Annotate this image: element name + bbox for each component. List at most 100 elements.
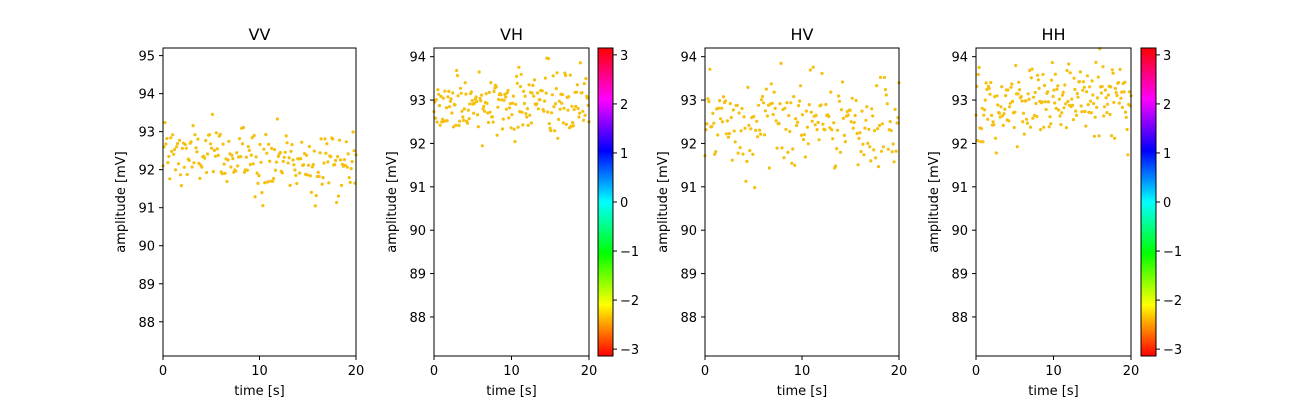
data-point xyxy=(1058,114,1062,118)
data-point xyxy=(1002,112,1006,116)
data-point xyxy=(1089,111,1093,115)
data-point xyxy=(244,155,248,159)
data-point xyxy=(536,91,540,95)
data-point xyxy=(345,165,349,169)
data-point xyxy=(1014,63,1018,68)
data-point xyxy=(235,151,239,155)
data-point xyxy=(580,91,584,95)
data-point xyxy=(1113,86,1117,91)
data-point xyxy=(1104,96,1108,100)
data-point xyxy=(1054,106,1058,110)
data-point xyxy=(462,107,466,111)
data-point xyxy=(492,89,496,94)
data-point xyxy=(770,101,774,105)
data-point xyxy=(892,160,896,164)
data-point xyxy=(1056,84,1060,88)
data-point xyxy=(557,117,561,121)
data-point xyxy=(769,82,773,86)
data-point xyxy=(886,147,890,151)
data-point xyxy=(976,72,980,77)
data-point xyxy=(1073,87,1077,92)
data-point xyxy=(737,111,741,115)
data-point xyxy=(313,204,317,208)
data-point xyxy=(774,119,778,123)
subplot-title: VV xyxy=(249,25,271,44)
colorbar-tick-label: −3 xyxy=(1163,343,1182,358)
data-point xyxy=(349,167,353,171)
data-point xyxy=(304,153,309,157)
data-point xyxy=(214,131,218,135)
data-point xyxy=(1080,110,1084,114)
data-point xyxy=(511,94,515,98)
data-point xyxy=(546,57,551,61)
data-point xyxy=(878,75,883,79)
data-point xyxy=(720,106,724,110)
data-point xyxy=(548,126,552,130)
data-point xyxy=(223,171,227,175)
data-point xyxy=(1120,90,1124,94)
data-point xyxy=(1114,90,1118,95)
data-point xyxy=(786,150,790,154)
y-tick-label: 90 xyxy=(409,224,426,239)
data-point xyxy=(309,190,313,194)
data-point xyxy=(273,168,278,172)
data-point xyxy=(351,130,355,134)
data-point xyxy=(863,126,867,130)
data-point xyxy=(999,105,1003,109)
data-point xyxy=(728,101,732,106)
data-point xyxy=(508,102,512,106)
data-point xyxy=(314,194,318,198)
data-point xyxy=(1013,110,1017,114)
data-point xyxy=(1124,115,1128,119)
data-point xyxy=(1111,71,1115,75)
data-point xyxy=(1048,115,1052,119)
data-point xyxy=(1081,80,1086,84)
data-point xyxy=(830,128,834,132)
subplot-title: HH xyxy=(1041,25,1065,44)
data-point xyxy=(527,83,531,87)
data-point xyxy=(274,160,279,164)
data-point xyxy=(562,106,566,110)
data-point xyxy=(848,108,852,112)
data-point xyxy=(857,136,861,140)
data-point xyxy=(511,101,515,105)
data-point xyxy=(234,169,238,173)
data-point xyxy=(236,164,240,168)
data-point xyxy=(1049,122,1053,126)
data-point xyxy=(1071,103,1075,107)
data-point xyxy=(727,132,732,136)
data-point xyxy=(746,85,750,89)
y-tick-label: 92 xyxy=(138,164,155,179)
data-point xyxy=(884,93,888,97)
data-point xyxy=(846,113,850,117)
data-point xyxy=(516,125,520,129)
data-point xyxy=(1042,125,1046,129)
y-axis-label: amplitude [mV] xyxy=(927,151,942,253)
data-point xyxy=(168,177,172,181)
data-point xyxy=(995,94,999,98)
data-point xyxy=(472,101,477,105)
data-point xyxy=(532,78,537,82)
data-point xyxy=(1088,99,1093,103)
data-point xyxy=(515,74,519,78)
x-tick-label: 20 xyxy=(1123,364,1140,379)
data-point xyxy=(860,109,864,113)
data-point xyxy=(458,86,463,90)
data-point xyxy=(879,149,884,153)
data-point xyxy=(509,126,513,130)
data-point xyxy=(272,148,277,152)
y-tick-label: 95 xyxy=(138,50,155,65)
data-point xyxy=(280,171,284,175)
data-point xyxy=(991,120,995,124)
data-point xyxy=(783,106,787,110)
data-point xyxy=(457,123,461,128)
data-point xyxy=(448,105,452,109)
data-point xyxy=(1068,71,1072,75)
data-point xyxy=(164,142,168,146)
data-point xyxy=(211,170,215,174)
data-point xyxy=(485,101,489,105)
data-point xyxy=(1125,127,1129,132)
data-point xyxy=(1106,102,1110,106)
data-point xyxy=(203,156,207,160)
